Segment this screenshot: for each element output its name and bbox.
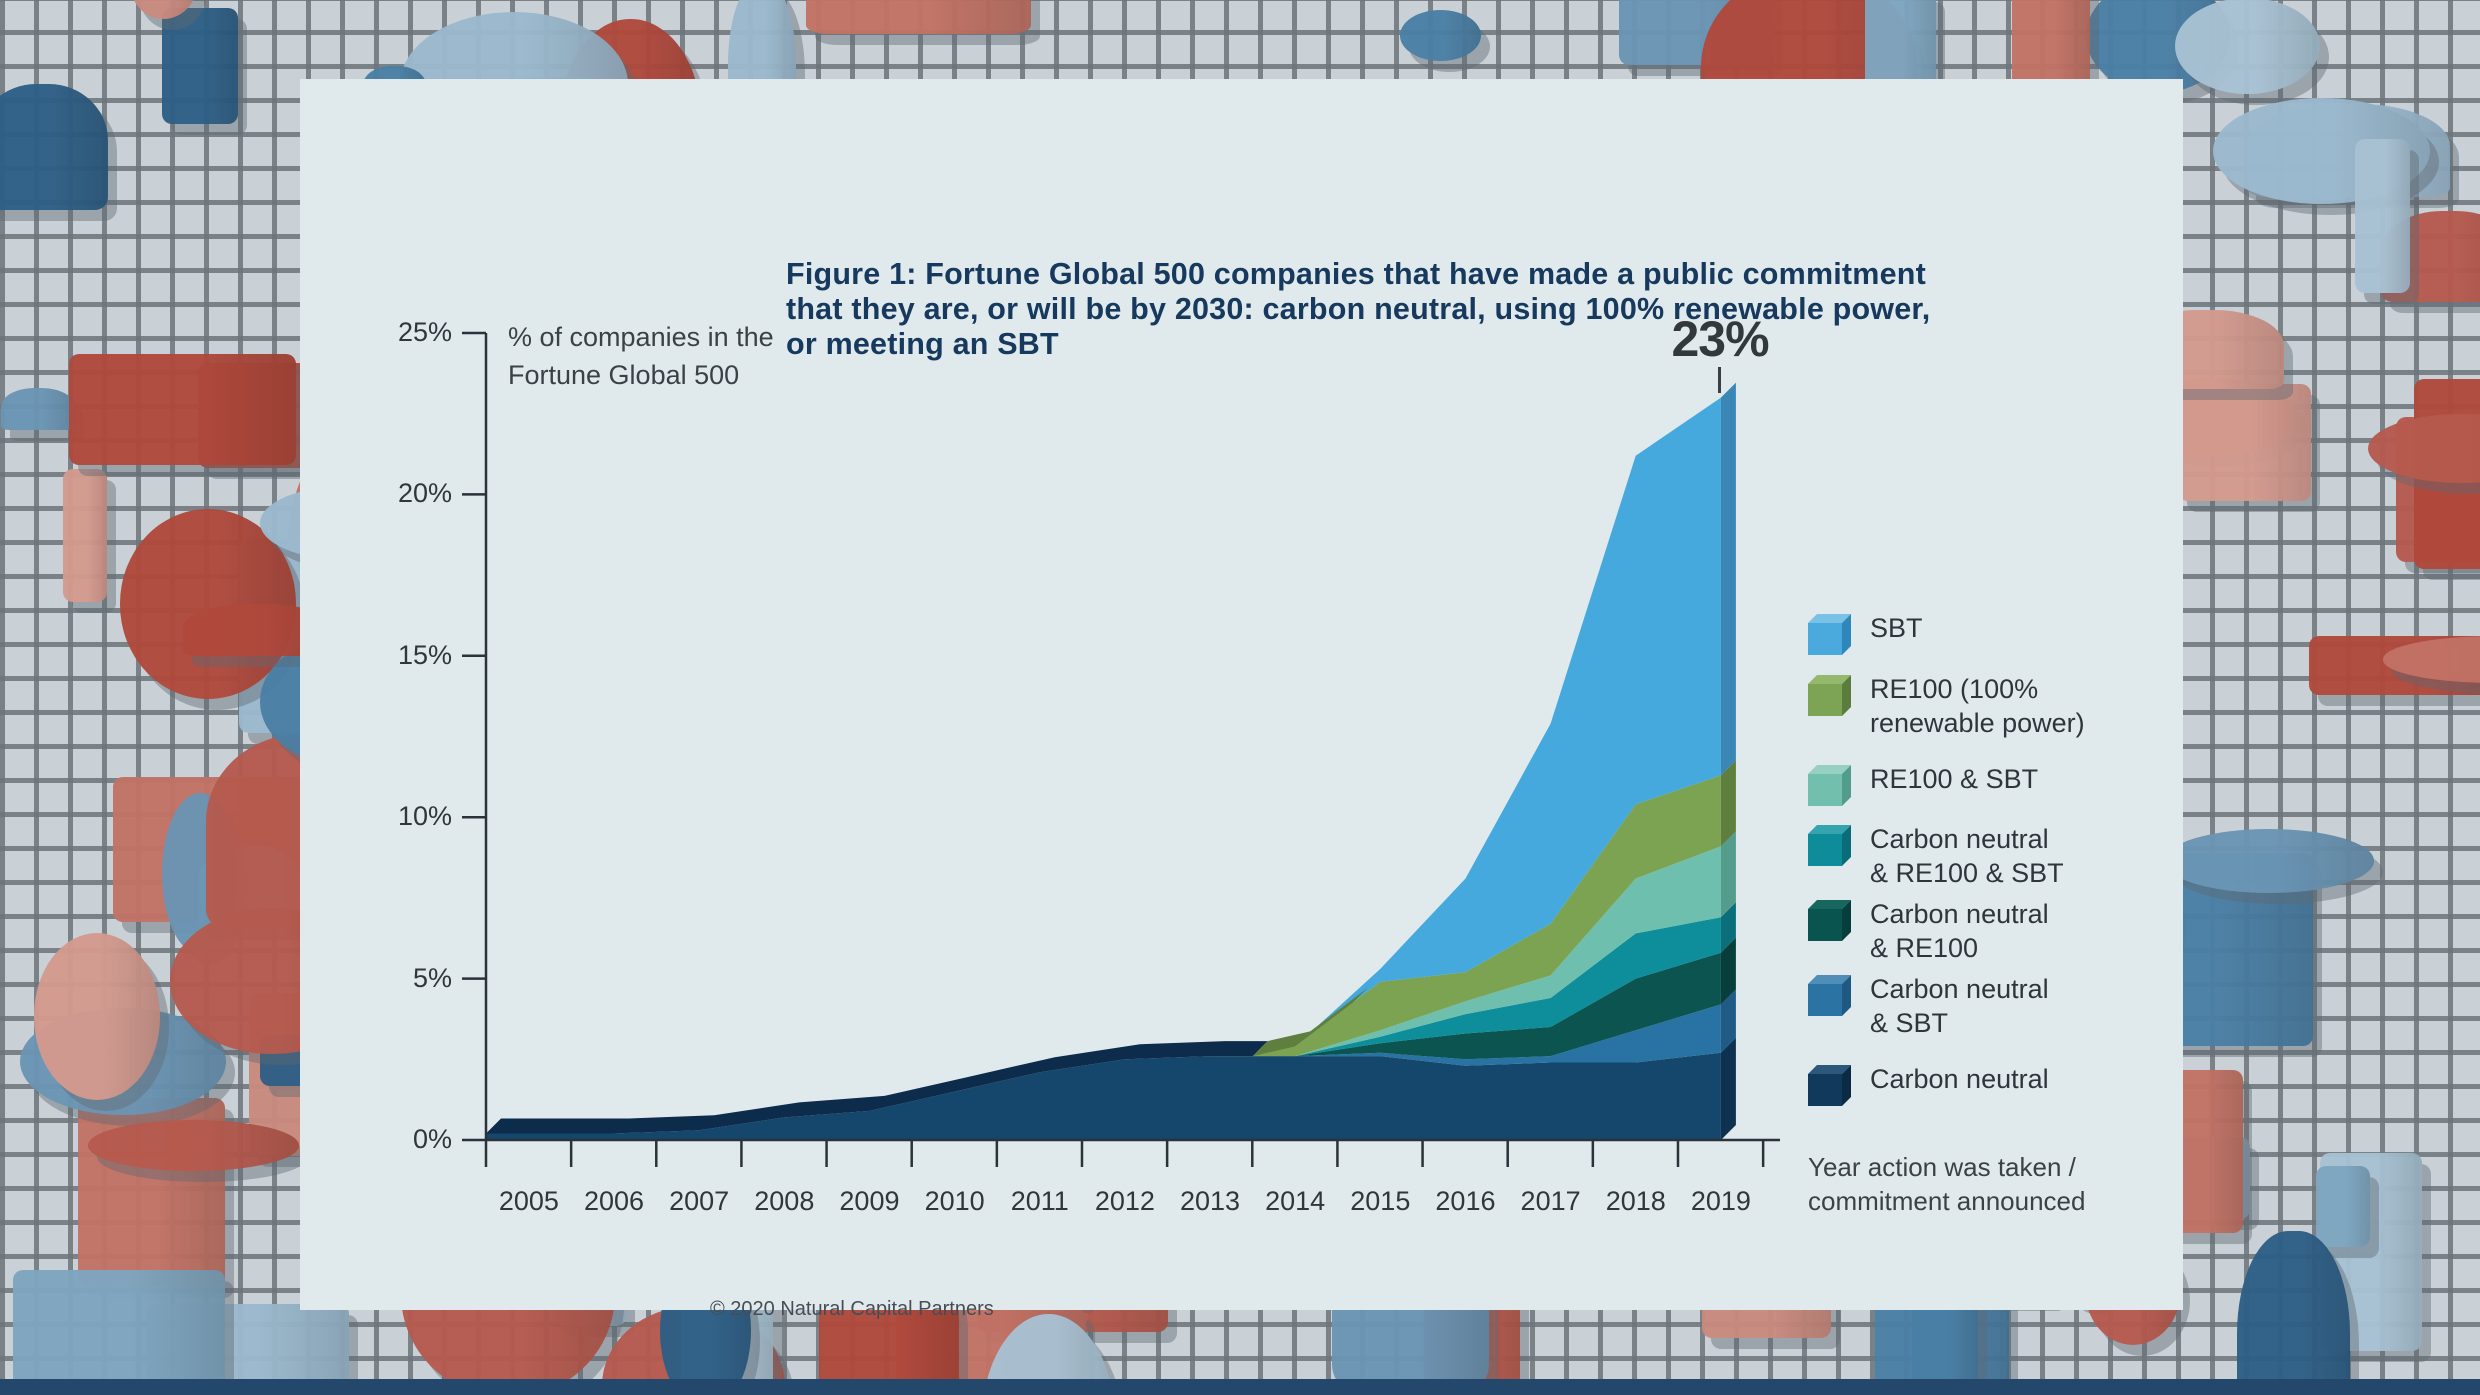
collage-shape bbox=[129, 0, 197, 19]
legend-cube-face bbox=[1842, 1065, 1851, 1106]
legend-cube-face bbox=[1842, 825, 1851, 866]
x-tick-label-2012: 2012 bbox=[1094, 1186, 1155, 1216]
collage-shape bbox=[63, 469, 107, 602]
legend-cube-face bbox=[1808, 1065, 1851, 1074]
legend-item-re100-sbt: RE100 & SBT bbox=[1808, 762, 2038, 808]
x-tick-label-2010: 2010 bbox=[924, 1186, 985, 1216]
annotation-pointer-tick bbox=[1718, 367, 1721, 393]
x-tick-label-2009: 2009 bbox=[839, 1186, 900, 1216]
collage-shape bbox=[1400, 10, 1482, 62]
legend-label-re100: RE100 (100% renewable power) bbox=[1870, 674, 2085, 738]
legend-item-carbon-neutral-sbt: Carbon neutral & SBT bbox=[1808, 972, 2049, 1040]
collage-shape bbox=[68, 354, 297, 465]
legend-cube-face bbox=[1842, 900, 1851, 941]
x-tick-label-2017: 2017 bbox=[1520, 1186, 1581, 1216]
legend-swatch-sbt-icon bbox=[1808, 614, 1851, 655]
legend-swatch-carbon-neutral-icon bbox=[1808, 1065, 1851, 1106]
legend-item-carbon-neutral-re100-sbt: Carbon neutral & RE100 & SBT bbox=[1808, 822, 2064, 890]
x-tick-label-2013: 2013 bbox=[1179, 1186, 1241, 1216]
collage-shape bbox=[2237, 1230, 2351, 1395]
legend-item-sbt: SBT bbox=[1808, 611, 1923, 657]
legend-cube-face bbox=[1808, 774, 1842, 806]
legend-cube-face bbox=[1808, 909, 1842, 941]
x-tick-label-2015: 2015 bbox=[1350, 1186, 1411, 1216]
bottom-navy-strip bbox=[0, 1379, 2480, 1395]
collage-shape bbox=[0, 388, 75, 431]
y-tick-label-15: 15% bbox=[397, 639, 452, 670]
collage-shape bbox=[2316, 1165, 2370, 1248]
y-tick-label-5: 5% bbox=[412, 962, 452, 993]
legend-cube-face bbox=[1808, 614, 1851, 623]
legend-swatch-re100-sbt-icon bbox=[1808, 765, 1851, 806]
legend-item-carbon-neutral-re100: Carbon neutral & RE100 bbox=[1808, 897, 2049, 965]
legend-item-carbon-neutral: Carbon neutral bbox=[1808, 1062, 2049, 1108]
collage-shape bbox=[120, 509, 297, 699]
figure-title: Figure 1: Fortune Global 500 companies t… bbox=[786, 257, 1931, 361]
legend-label-carbon-neutral-re100-sbt: Carbon neutral & RE100 & SBT bbox=[1870, 824, 2064, 888]
collage-shape bbox=[2355, 138, 2411, 293]
legend-swatch-carbon-neutral-re100-icon bbox=[1808, 900, 1851, 941]
x-tick-label-2008: 2008 bbox=[754, 1186, 815, 1216]
y-tick-label-25: 25% bbox=[397, 317, 452, 347]
collage-shape bbox=[33, 933, 161, 1100]
legend-label-re100-sbt: RE100 & SBT bbox=[1870, 764, 2039, 794]
peak-value-annotation: 23% bbox=[1671, 311, 1769, 367]
x-tick-label-2011: 2011 bbox=[1010, 1186, 1069, 1216]
legend-swatch-carbon-neutral-re100-sbt-icon bbox=[1808, 825, 1851, 866]
legend-cube-face bbox=[1808, 1074, 1842, 1106]
legend-label-sbt: SBT bbox=[1870, 613, 1923, 643]
collage-shape bbox=[87, 1120, 299, 1172]
collage-shape bbox=[805, 0, 1032, 34]
legend-cube-face bbox=[1842, 765, 1851, 806]
collage-shape bbox=[2174, 0, 2320, 95]
collage-shape bbox=[2163, 828, 2374, 893]
legend-cube-face bbox=[1842, 614, 1851, 655]
x-tick-label-2018: 2018 bbox=[1605, 1186, 1666, 1216]
legend-cube-face bbox=[1842, 975, 1851, 1016]
legend-label-carbon-neutral: Carbon neutral bbox=[1870, 1064, 2049, 1094]
legend-swatch-carbon-neutral-sbt-icon bbox=[1808, 975, 1851, 1016]
legend-swatch-re100-icon bbox=[1808, 675, 1851, 716]
legend-cube-face bbox=[1808, 675, 1851, 684]
x-tick-label-2019: 2019 bbox=[1690, 1186, 1751, 1216]
collage-shape bbox=[162, 8, 238, 125]
x-tick-label-2006: 2006 bbox=[583, 1186, 645, 1216]
x-tick-label-2007: 2007 bbox=[669, 1186, 730, 1216]
collage-shape bbox=[0, 84, 108, 211]
legend-item-re100: RE100 (100% renewable power) bbox=[1808, 672, 2085, 740]
legend-cube-face bbox=[1808, 623, 1842, 655]
legend-label-carbon-neutral-sbt: Carbon neutral & SBT bbox=[1870, 974, 2049, 1038]
y-tick-label-20: 20% bbox=[397, 478, 452, 509]
collage-shape bbox=[13, 1269, 225, 1395]
x-tick-label-2014: 2014 bbox=[1265, 1186, 1326, 1216]
legend-label-carbon-neutral-re100: Carbon neutral & RE100 bbox=[1870, 899, 2049, 963]
x-axis-title: Year action was taken / commitment annou… bbox=[1808, 1152, 2086, 1216]
legend-cube-face bbox=[1842, 675, 1851, 716]
legend-cube-face bbox=[1808, 975, 1851, 984]
y-tick-label-0: 0% bbox=[412, 1124, 452, 1154]
legend-cube-face bbox=[1808, 984, 1842, 1016]
y-axis-title: % of companies in the Fortune Global 500 bbox=[508, 322, 774, 390]
legend-cube-face bbox=[1808, 834, 1842, 866]
legend-cube-face bbox=[1808, 765, 1851, 774]
collage-shape bbox=[2177, 384, 2312, 501]
x-tick-label-2016: 2016 bbox=[1435, 1186, 1496, 1216]
legend-cube-face bbox=[1808, 684, 1842, 716]
legend-cube-face bbox=[1808, 825, 1851, 834]
x-tick-label-2005: 2005 bbox=[498, 1186, 559, 1216]
copyright-note: © 2020 Natural Capital Partners bbox=[710, 1298, 994, 1320]
legend-cube-face bbox=[1808, 900, 1851, 909]
y-tick-label-10: 10% bbox=[397, 801, 452, 832]
